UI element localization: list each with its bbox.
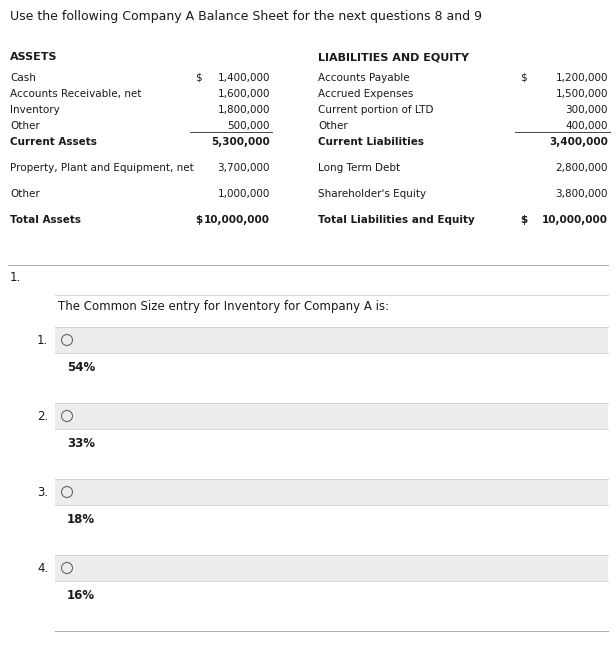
Text: 1,500,000: 1,500,000 xyxy=(556,89,608,99)
Bar xyxy=(55,581,608,613)
Text: Use the following Company A Balance Sheet for the next questions 8 and 9: Use the following Company A Balance Shee… xyxy=(10,10,482,23)
Text: 3,400,000: 3,400,000 xyxy=(549,137,608,147)
Text: 33%: 33% xyxy=(67,437,95,450)
Text: Total Liabilities and Equity: Total Liabilities and Equity xyxy=(318,215,475,225)
Bar xyxy=(55,353,608,385)
Text: 1,000,000: 1,000,000 xyxy=(217,189,270,199)
Bar xyxy=(55,555,608,581)
Text: 1,400,000: 1,400,000 xyxy=(217,73,270,83)
Text: Other: Other xyxy=(10,121,40,131)
Text: Current portion of LTD: Current portion of LTD xyxy=(318,105,434,115)
Text: Accounts Receivable, net: Accounts Receivable, net xyxy=(10,89,142,99)
Text: Property, Plant and Equipment, net: Property, Plant and Equipment, net xyxy=(10,163,194,173)
Bar xyxy=(55,479,608,505)
Text: 3,700,000: 3,700,000 xyxy=(217,163,270,173)
Text: The Common Size entry for Inventory for Company A is:: The Common Size entry for Inventory for … xyxy=(58,300,389,313)
Text: Total Assets: Total Assets xyxy=(10,215,81,225)
Text: 18%: 18% xyxy=(67,513,95,526)
Text: 400,000: 400,000 xyxy=(565,121,608,131)
Bar xyxy=(55,429,608,461)
Text: $: $ xyxy=(195,215,202,225)
Text: Current Assets: Current Assets xyxy=(10,137,97,147)
Text: Other: Other xyxy=(10,189,40,199)
Text: 16%: 16% xyxy=(67,589,95,602)
Text: Accrued Expenses: Accrued Expenses xyxy=(318,89,413,99)
Text: Accounts Payable: Accounts Payable xyxy=(318,73,410,83)
Text: 1,200,000: 1,200,000 xyxy=(556,73,608,83)
Text: Cash: Cash xyxy=(10,73,36,83)
Text: Current Liabilities: Current Liabilities xyxy=(318,137,424,147)
Text: 1,600,000: 1,600,000 xyxy=(217,89,270,99)
Text: 2,800,000: 2,800,000 xyxy=(556,163,608,173)
Text: 3.: 3. xyxy=(37,485,48,498)
Text: 10,000,000: 10,000,000 xyxy=(204,215,270,225)
Text: ASSETS: ASSETS xyxy=(10,52,57,62)
Text: 500,000: 500,000 xyxy=(227,121,270,131)
Text: 2.: 2. xyxy=(37,410,48,422)
Text: Other: Other xyxy=(318,121,348,131)
Text: 1.: 1. xyxy=(37,334,48,347)
Text: 4.: 4. xyxy=(37,562,48,575)
Text: Shareholder's Equity: Shareholder's Equity xyxy=(318,189,426,199)
Text: 54%: 54% xyxy=(67,361,95,374)
Text: $: $ xyxy=(520,215,527,225)
Text: Inventory: Inventory xyxy=(10,105,60,115)
Text: 10,000,000: 10,000,000 xyxy=(542,215,608,225)
Text: Long Term Debt: Long Term Debt xyxy=(318,163,400,173)
Text: 1,800,000: 1,800,000 xyxy=(217,105,270,115)
Bar xyxy=(55,327,608,353)
Text: 300,000: 300,000 xyxy=(565,105,608,115)
Text: 5,300,000: 5,300,000 xyxy=(211,137,270,147)
Text: 3,800,000: 3,800,000 xyxy=(556,189,608,199)
Text: $: $ xyxy=(520,73,527,83)
Text: $: $ xyxy=(195,73,201,83)
Bar xyxy=(55,403,608,429)
Bar xyxy=(55,505,608,537)
Text: LIABILITIES AND EQUITY: LIABILITIES AND EQUITY xyxy=(318,52,469,62)
Text: 1.: 1. xyxy=(10,271,21,284)
